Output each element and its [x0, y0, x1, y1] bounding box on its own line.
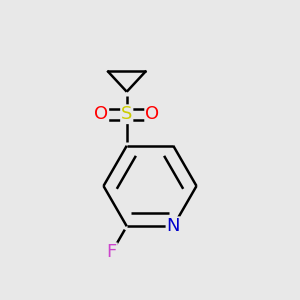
Text: N: N [167, 217, 180, 235]
Text: S: S [121, 105, 132, 123]
Text: F: F [106, 243, 117, 261]
Text: O: O [94, 105, 108, 123]
Text: O: O [145, 105, 159, 123]
